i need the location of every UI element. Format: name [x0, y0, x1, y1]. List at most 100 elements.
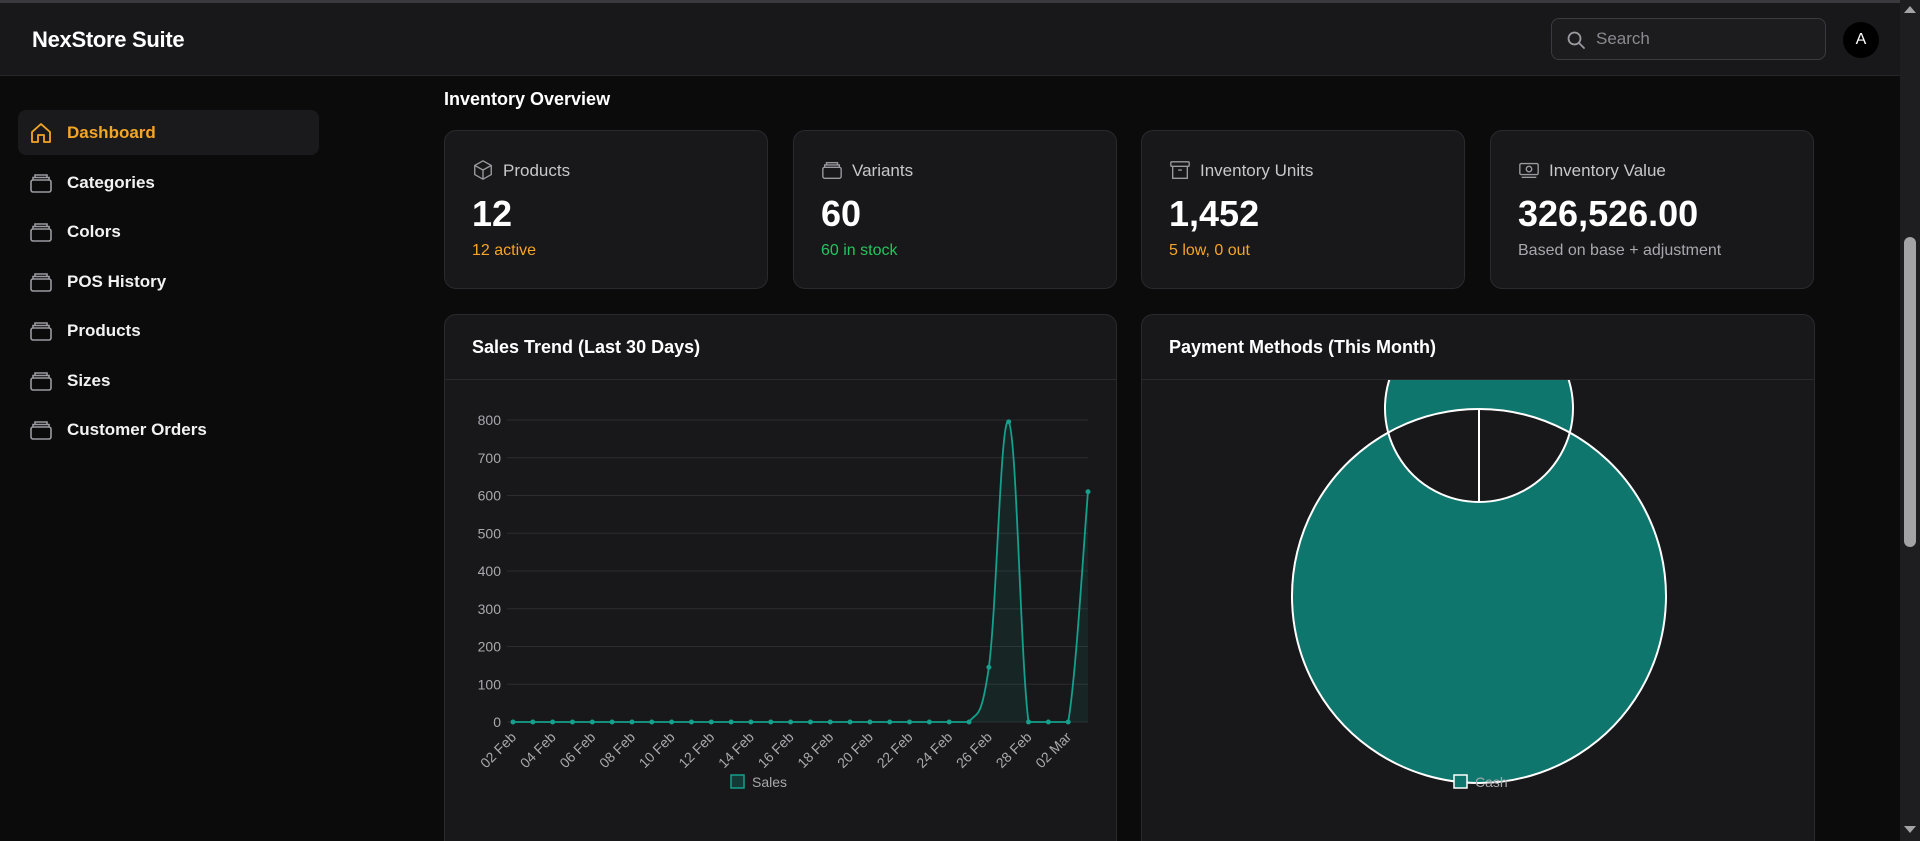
sales-point[interactable] — [966, 719, 972, 725]
panel-title: Sales Trend (Last 30 Days) — [472, 337, 701, 357]
sales-point[interactable] — [510, 719, 516, 725]
x-tick-label: 10 Feb — [636, 729, 678, 771]
stat-subtext: 60 in stock — [821, 242, 898, 259]
y-tick-label: 300 — [478, 601, 502, 617]
stat-value: 1,452 — [1169, 193, 1260, 234]
sales-point[interactable] — [728, 719, 734, 725]
sales-point[interactable] — [807, 719, 813, 725]
user-avatar[interactable]: A — [1843, 22, 1879, 58]
stat-label: Inventory Value — [1549, 161, 1666, 180]
legend-label[interactable]: Cash — [1475, 774, 1508, 790]
stat-label: Variants — [852, 161, 914, 180]
sidebar-item-label: POS History — [67, 272, 167, 291]
y-tick-label: 500 — [478, 525, 502, 541]
x-tick-label: 28 Feb — [992, 729, 1034, 771]
cash-icon — [1519, 162, 1539, 179]
sales-point[interactable] — [788, 719, 794, 725]
top-header: NexStore Suite A — [0, 3, 1900, 76]
sales-point[interactable] — [887, 719, 893, 725]
stat-label: Inventory Units — [1200, 161, 1314, 180]
legend-label[interactable]: Sales — [752, 774, 787, 790]
x-tick-label: 02 Feb — [477, 729, 519, 771]
stat-card-variants: Variants 60 60 in stock — [793, 130, 1117, 289]
y-tick-label: 700 — [478, 450, 502, 466]
sales-trend-panel: Sales Trend (Last 30 Days) 0 100 200 300 400… — [444, 314, 1117, 841]
stat-value: 60 — [821, 193, 862, 234]
sales-point[interactable] — [1006, 419, 1012, 425]
sidebar-item-pos-history[interactable]: POS History — [18, 259, 319, 304]
scroll-up-arrow-icon[interactable] — [1904, 6, 1916, 13]
sales-point[interactable] — [1065, 719, 1071, 725]
sales-point[interactable] — [867, 719, 873, 725]
stat-card-inventory-value: Inventory Value 326,526.00 Based on base… — [1490, 130, 1814, 289]
sales-point[interactable] — [847, 719, 853, 725]
y-tick-label: 800 — [478, 412, 502, 428]
x-tick-label: 20 Feb — [834, 729, 876, 771]
sales-point[interactable] — [550, 719, 556, 725]
y-tick-label: 0 — [493, 714, 501, 730]
stat-subtext: Based on base + adjustment — [1518, 242, 1722, 259]
sales-point[interactable] — [907, 719, 913, 725]
sidebar-item-label: Categories — [67, 173, 155, 192]
sales-point[interactable] — [1026, 719, 1032, 725]
sales-point[interactable] — [946, 719, 952, 725]
folder-icon — [30, 223, 52, 242]
legend-swatch[interactable] — [1453, 774, 1468, 789]
stat-card-products: Products 12 12 active — [444, 130, 768, 289]
panel-divider — [445, 379, 1116, 380]
search-box[interactable] — [1551, 18, 1826, 60]
pie-slice[interactable] — [1290, 380, 1667, 784]
window-top-border — [0, 0, 1920, 3]
sales-point[interactable] — [649, 719, 655, 725]
sales-point[interactable] — [986, 664, 992, 670]
scroll-thumb[interactable] — [1904, 237, 1916, 547]
sidebar-item-label: Dashboard — [67, 123, 156, 142]
search-input[interactable] — [1596, 19, 1816, 59]
sales-point[interactable] — [768, 719, 774, 725]
panel-title: Payment Methods (This Month) — [1169, 337, 1436, 357]
sidebar-item-products[interactable]: Products — [18, 308, 319, 353]
x-tick-label: 08 Feb — [596, 729, 638, 771]
sales-point[interactable] — [609, 719, 615, 725]
sales-point[interactable] — [589, 719, 595, 725]
sales-point[interactable] — [1045, 719, 1051, 725]
sidebar-item-dashboard[interactable]: Dashboard — [18, 110, 319, 155]
x-tick-label: 22 Feb — [874, 729, 916, 771]
legend-swatch[interactable] — [730, 774, 745, 789]
sales-point[interactable] — [748, 719, 754, 725]
sales-point[interactable] — [688, 719, 694, 725]
sales-point[interactable] — [530, 719, 536, 725]
x-tick-label: 14 Feb — [715, 729, 757, 771]
sidebar-item-sizes[interactable]: Sizes — [18, 358, 319, 403]
page-scrollbar[interactable] — [1900, 0, 1920, 841]
payment-methods-panel: Payment Methods (This Month) Cash — [1141, 314, 1815, 841]
stat-card-inventory-units: Inventory Units 1,452 5 low, 0 out — [1141, 130, 1465, 289]
sales-point[interactable] — [926, 719, 932, 725]
x-tick-label: 04 Feb — [517, 729, 559, 771]
scroll-down-arrow-icon[interactable] — [1904, 826, 1916, 833]
sidebar-item-label: Sizes — [67, 371, 111, 390]
sidebar-item-label: Colors — [67, 222, 121, 241]
sales-point[interactable] — [827, 719, 833, 725]
layers-icon — [822, 161, 842, 179]
sales-point[interactable] — [569, 719, 575, 725]
x-tick-label: 24 Feb — [913, 729, 955, 771]
stat-subtext: 12 active — [472, 242, 537, 259]
x-tick-label: 06 Feb — [556, 729, 598, 771]
sales-point[interactable] — [629, 719, 635, 725]
sales-point[interactable] — [1085, 489, 1091, 495]
payment-methods-chart: Cash — [1290, 380, 1667, 790]
sales-point[interactable] — [708, 719, 714, 725]
stat-subtext: 5 low, 0 out — [1169, 242, 1250, 259]
section-title: Inventory Overview — [444, 89, 611, 109]
sidebar-item-customer-orders[interactable]: Customer Orders — [18, 407, 319, 452]
sales-point[interactable] — [669, 719, 675, 725]
stat-label: Products — [503, 161, 571, 180]
sidebar-item-categories[interactable]: Categories — [18, 160, 319, 205]
sidebar-item-label: Customer Orders — [67, 420, 207, 439]
sidebar-item-colors[interactable]: Colors — [18, 209, 319, 254]
archive-icon — [1170, 161, 1190, 179]
folder-icon — [30, 322, 52, 341]
stat-value: 12 — [472, 193, 513, 234]
